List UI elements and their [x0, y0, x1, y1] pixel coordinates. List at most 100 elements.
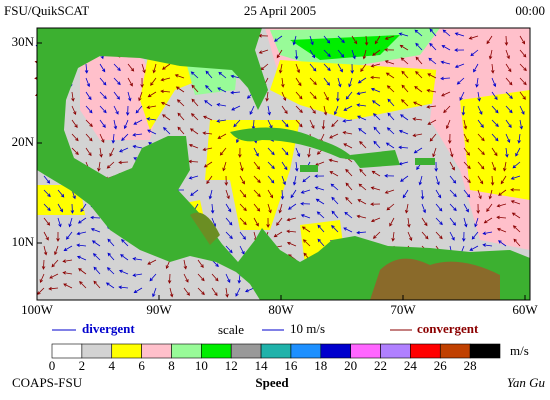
wind-arrow: [370, 202, 381, 206]
wind-arrow: [490, 63, 495, 74]
legend-divergent: divergent: [82, 321, 135, 336]
wind-arrow: [429, 28, 437, 37]
wind-arrow: [113, 63, 121, 72]
wind-arrow: [132, 257, 143, 261]
wind-arrow: [43, 231, 49, 241]
wind-arrow: [99, 105, 107, 114]
wind-arrow: [314, 186, 325, 191]
wind-arrow: [519, 49, 527, 58]
wind-arrow: [239, 203, 247, 212]
wind-arrow: [412, 133, 423, 138]
wind-arrow: [356, 230, 367, 235]
wind-arrow: [496, 227, 507, 233]
wind-arrow: [418, 175, 423, 186]
wind-arrow: [401, 84, 409, 93]
wind-arrow: [477, 175, 484, 185]
wind-arrow: [109, 147, 115, 157]
wind-arrow: [133, 119, 143, 125]
wind-arrow: [386, 85, 395, 93]
wind-arrow: [71, 91, 75, 102]
wind-arrow: [440, 60, 451, 65]
wind-arrow: [359, 140, 367, 149]
wind-arrow: [267, 203, 272, 214]
wind-arrow: [249, 105, 255, 115]
wind-arrow: [93, 266, 101, 275]
wind-arrow: [90, 228, 101, 233]
wind-arrow: [150, 77, 157, 86]
footer-right: Yan Gu: [507, 375, 546, 390]
wind-arrow: [138, 91, 143, 102]
wind-arrow: [449, 203, 457, 212]
wind-arrow: [267, 105, 271, 116]
wind-arrow: [434, 161, 438, 172]
wind-arrow: [280, 189, 285, 200]
wind-arrow: [78, 268, 87, 275]
colorbar-label: 26: [434, 358, 448, 373]
wind-arrow: [286, 241, 297, 247]
wind-arrow: [225, 245, 233, 254]
wind-arrow: [300, 189, 311, 194]
colorbar-swatch: [439, 343, 471, 359]
wind-arrow: [343, 227, 353, 233]
wind-arrow: [300, 214, 311, 219]
wind-arrow: [113, 91, 120, 100]
wind-arrow: [258, 49, 269, 54]
wind-arrow: [515, 147, 521, 157]
wind-arrow: [323, 77, 331, 86]
wind-arrow: [412, 117, 423, 121]
wind-arrow: [309, 119, 315, 129]
wind-arrow: [218, 71, 227, 79]
colorbar-swatch: [111, 343, 142, 359]
highland: [190, 212, 220, 245]
wind-arrow: [99, 133, 105, 143]
wind-arrow: [435, 231, 443, 240]
colorbar-label: 28: [464, 358, 477, 373]
wind-arrow: [421, 217, 428, 227]
wind-arrow: [302, 175, 311, 183]
wind-arrow: [152, 287, 157, 298]
wind-arrow: [309, 91, 317, 100]
wind-arrow: [505, 91, 513, 100]
legend-scale: scale: [218, 322, 244, 337]
wind-arrow: [239, 245, 245, 255]
wind-arrow: [167, 273, 172, 284]
wind-arrow: [208, 189, 213, 200]
wind-arrow: [71, 105, 77, 115]
colorbar-swatch: [201, 343, 232, 359]
wind-arrow: [85, 77, 91, 88]
wind-arrow: [317, 224, 325, 233]
wind-arrow: [273, 231, 283, 238]
wind-arrow: [362, 49, 367, 60]
wind-arrow: [281, 119, 289, 128]
wind-arrow: [323, 63, 331, 72]
colorbar-swatch: [260, 343, 292, 359]
wind-arrow: [504, 35, 509, 46]
wind-arrow: [496, 215, 507, 220]
colorbar-swatch: [410, 343, 441, 359]
wind-arrow: [267, 189, 274, 199]
wind-arrow: [505, 49, 510, 60]
wind-arrow: [160, 77, 171, 82]
colorbar-swatch: [350, 343, 381, 359]
wind-arrow: [79, 281, 87, 289]
wind-arrow: [309, 77, 317, 86]
wind-arrow: [295, 161, 299, 172]
wind-arrow: [502, 161, 507, 172]
wind-arrow: [146, 117, 157, 121]
wind-arrow: [374, 35, 381, 45]
wind-arrow: [301, 226, 311, 233]
wind-arrow: [440, 76, 451, 81]
highland: [370, 258, 500, 300]
wind-arrow: [372, 113, 381, 121]
wind-arrow: [398, 145, 409, 150]
wind-arrow: [295, 105, 303, 114]
colorbar-swatch: [51, 343, 83, 359]
colorbar-label: 14: [255, 358, 269, 373]
footer-left: COAPS-FSU: [12, 375, 83, 390]
wind-arrow: [463, 147, 471, 156]
wind-arrow: [225, 231, 233, 240]
wind-arrow: [314, 174, 325, 178]
colorbar-label: 16: [284, 358, 298, 373]
lat-label: 10N: [12, 234, 35, 249]
wind-arrow: [343, 105, 353, 111]
